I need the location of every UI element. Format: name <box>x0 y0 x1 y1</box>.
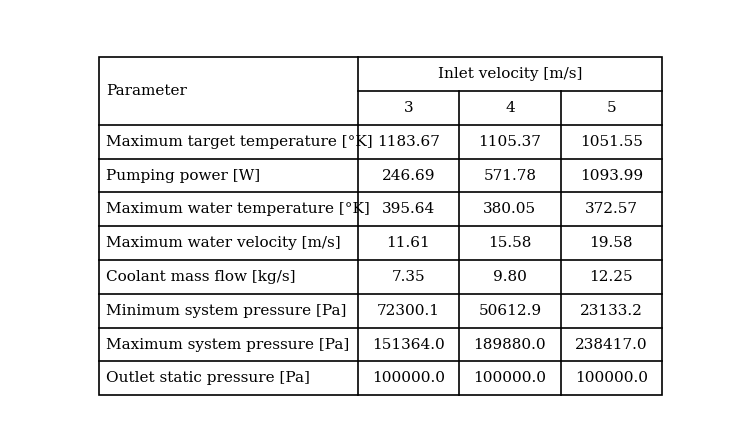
Text: 72300.1: 72300.1 <box>377 304 440 318</box>
Text: 9.80: 9.80 <box>493 270 527 284</box>
Text: 189880.0: 189880.0 <box>473 337 546 352</box>
Text: 238417.0: 238417.0 <box>575 337 648 352</box>
Text: 1183.67: 1183.67 <box>377 135 440 149</box>
Text: 7.35: 7.35 <box>392 270 425 284</box>
Text: 372.57: 372.57 <box>585 202 638 216</box>
Text: Outlet static pressure [Pa]: Outlet static pressure [Pa] <box>106 371 310 385</box>
Text: 246.69: 246.69 <box>381 168 436 182</box>
Text: 1093.99: 1093.99 <box>580 168 643 182</box>
Text: 5: 5 <box>606 101 616 115</box>
Text: 1051.55: 1051.55 <box>580 135 643 149</box>
Text: 151364.0: 151364.0 <box>372 337 444 352</box>
Text: 571.78: 571.78 <box>483 168 536 182</box>
Text: Parameter: Parameter <box>106 84 187 98</box>
Text: Pumping power [W]: Pumping power [W] <box>106 168 260 182</box>
Text: 3: 3 <box>404 101 413 115</box>
Text: 11.61: 11.61 <box>387 236 430 250</box>
Text: 100000.0: 100000.0 <box>372 371 445 385</box>
Text: 380.05: 380.05 <box>483 202 536 216</box>
Text: 19.58: 19.58 <box>590 236 633 250</box>
Text: 23133.2: 23133.2 <box>580 304 643 318</box>
Text: Maximum water temperature [°K]: Maximum water temperature [°K] <box>106 202 370 216</box>
Text: Maximum target temperature [°K]: Maximum target temperature [°K] <box>106 135 372 149</box>
Text: 395.64: 395.64 <box>382 202 435 216</box>
Text: Maximum water velocity [m/s]: Maximum water velocity [m/s] <box>106 236 341 250</box>
Text: Inlet velocity [m/s]: Inlet velocity [m/s] <box>438 67 582 81</box>
Text: 4: 4 <box>505 101 515 115</box>
Text: 100000.0: 100000.0 <box>473 371 546 385</box>
Text: 15.58: 15.58 <box>488 236 531 250</box>
Text: 100000.0: 100000.0 <box>575 371 648 385</box>
Text: Maximum system pressure [Pa]: Maximum system pressure [Pa] <box>106 337 349 352</box>
Text: 50612.9: 50612.9 <box>479 304 542 318</box>
Text: Minimum system pressure [Pa]: Minimum system pressure [Pa] <box>106 304 347 318</box>
Text: 12.25: 12.25 <box>589 270 633 284</box>
Text: 1105.37: 1105.37 <box>479 135 542 149</box>
Text: Coolant mass flow [kg/s]: Coolant mass flow [kg/s] <box>106 270 295 284</box>
